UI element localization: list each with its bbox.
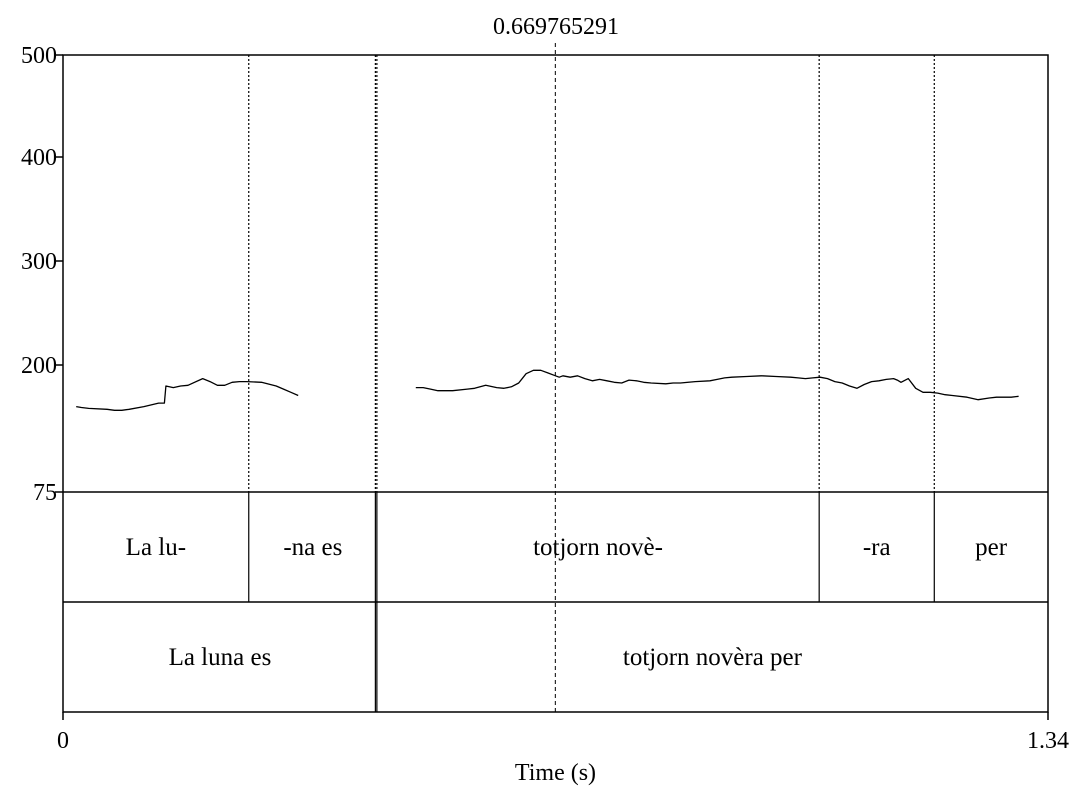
annotation-tiers: La lu- -na es totjorn novè- -ra per La luna e… [63, 491, 1048, 712]
x-axis-label: Time (s) [515, 760, 596, 786]
x-tick-label-end: 1.34 [1027, 728, 1069, 754]
y-tick-label: 75 [33, 480, 57, 506]
y-tick-label: 300 [21, 249, 57, 275]
interval-boundaries [248, 55, 935, 712]
x-tick-label-start: 0 [57, 728, 69, 754]
tier-1-interval-label: -ra [863, 534, 891, 561]
cursor-time-label: 0.669765291 [493, 14, 619, 40]
y-tick-label: 200 [21, 353, 57, 379]
x-axis: 0 1.34 Time (s) [57, 712, 1069, 786]
tier-1-interval-label: per [975, 534, 1008, 561]
plot-frame [62, 54, 1049, 713]
y-tick-label: 500 [21, 43, 57, 69]
y-tick-label: 400 [21, 145, 57, 171]
tier-1-interval-label: -na es [283, 534, 342, 561]
tier-1-interval-label: totjorn novè- [533, 534, 663, 561]
tier-2-interval-label: La luna es [169, 644, 272, 671]
tier-1-interval-label: La lu- [126, 534, 186, 561]
tier-2-interval-label: totjorn novèra per [623, 644, 803, 671]
y-axis: 75 200 300 400 500 [21, 43, 63, 506]
pitch-segment [415, 369, 1019, 401]
pitch-segment [76, 377, 299, 411]
pitch-contour [76, 369, 1019, 411]
